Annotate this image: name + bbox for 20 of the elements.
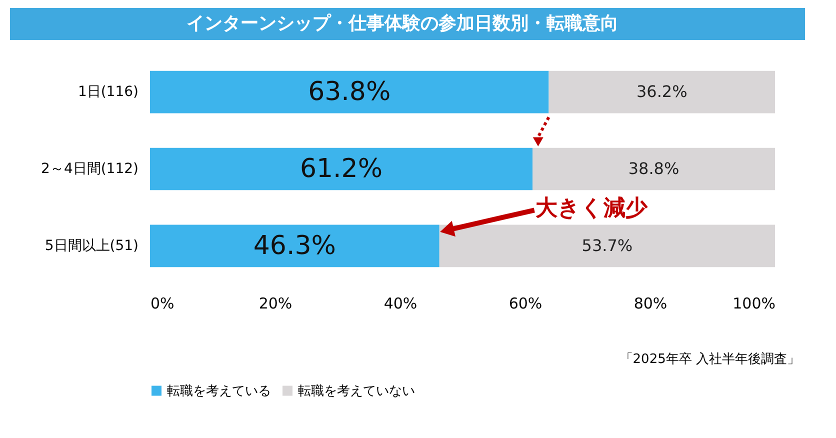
chart-title: インターンシップ・仕事体験の参加日数別・転職意向 (186, 13, 618, 34)
legend-label: 転職を考えていない (298, 384, 415, 399)
text: 「2025年卒 入社半年後調査」 (620, 352, 800, 367)
x-tick-label: 20% (258, 294, 292, 312)
annotation: 大きく減少 (536, 196, 649, 222)
x-tick-label: 40% (384, 294, 418, 312)
y-tick-label: 5日間以上(51) (44, 238, 138, 254)
x-tick-label: 0% (150, 294, 174, 312)
data-label: 53.7% (582, 236, 633, 255)
x-tick-label: 80% (634, 294, 668, 312)
data-label: 46.3% (253, 230, 336, 261)
data-label: 61.2% (300, 154, 383, 184)
data-label: 38.8% (628, 159, 680, 178)
data-label: 36.2% (636, 82, 688, 102)
x-tick-label: 100% (732, 294, 776, 312)
x-tick-label: 60% (508, 294, 542, 312)
data-label: 63.8% (308, 77, 391, 108)
y-tick-label: 2～4日間(112) (41, 161, 138, 177)
y-tick-label: 1日(116) (78, 84, 138, 100)
legend-label: 転職を考えている (167, 384, 271, 399)
